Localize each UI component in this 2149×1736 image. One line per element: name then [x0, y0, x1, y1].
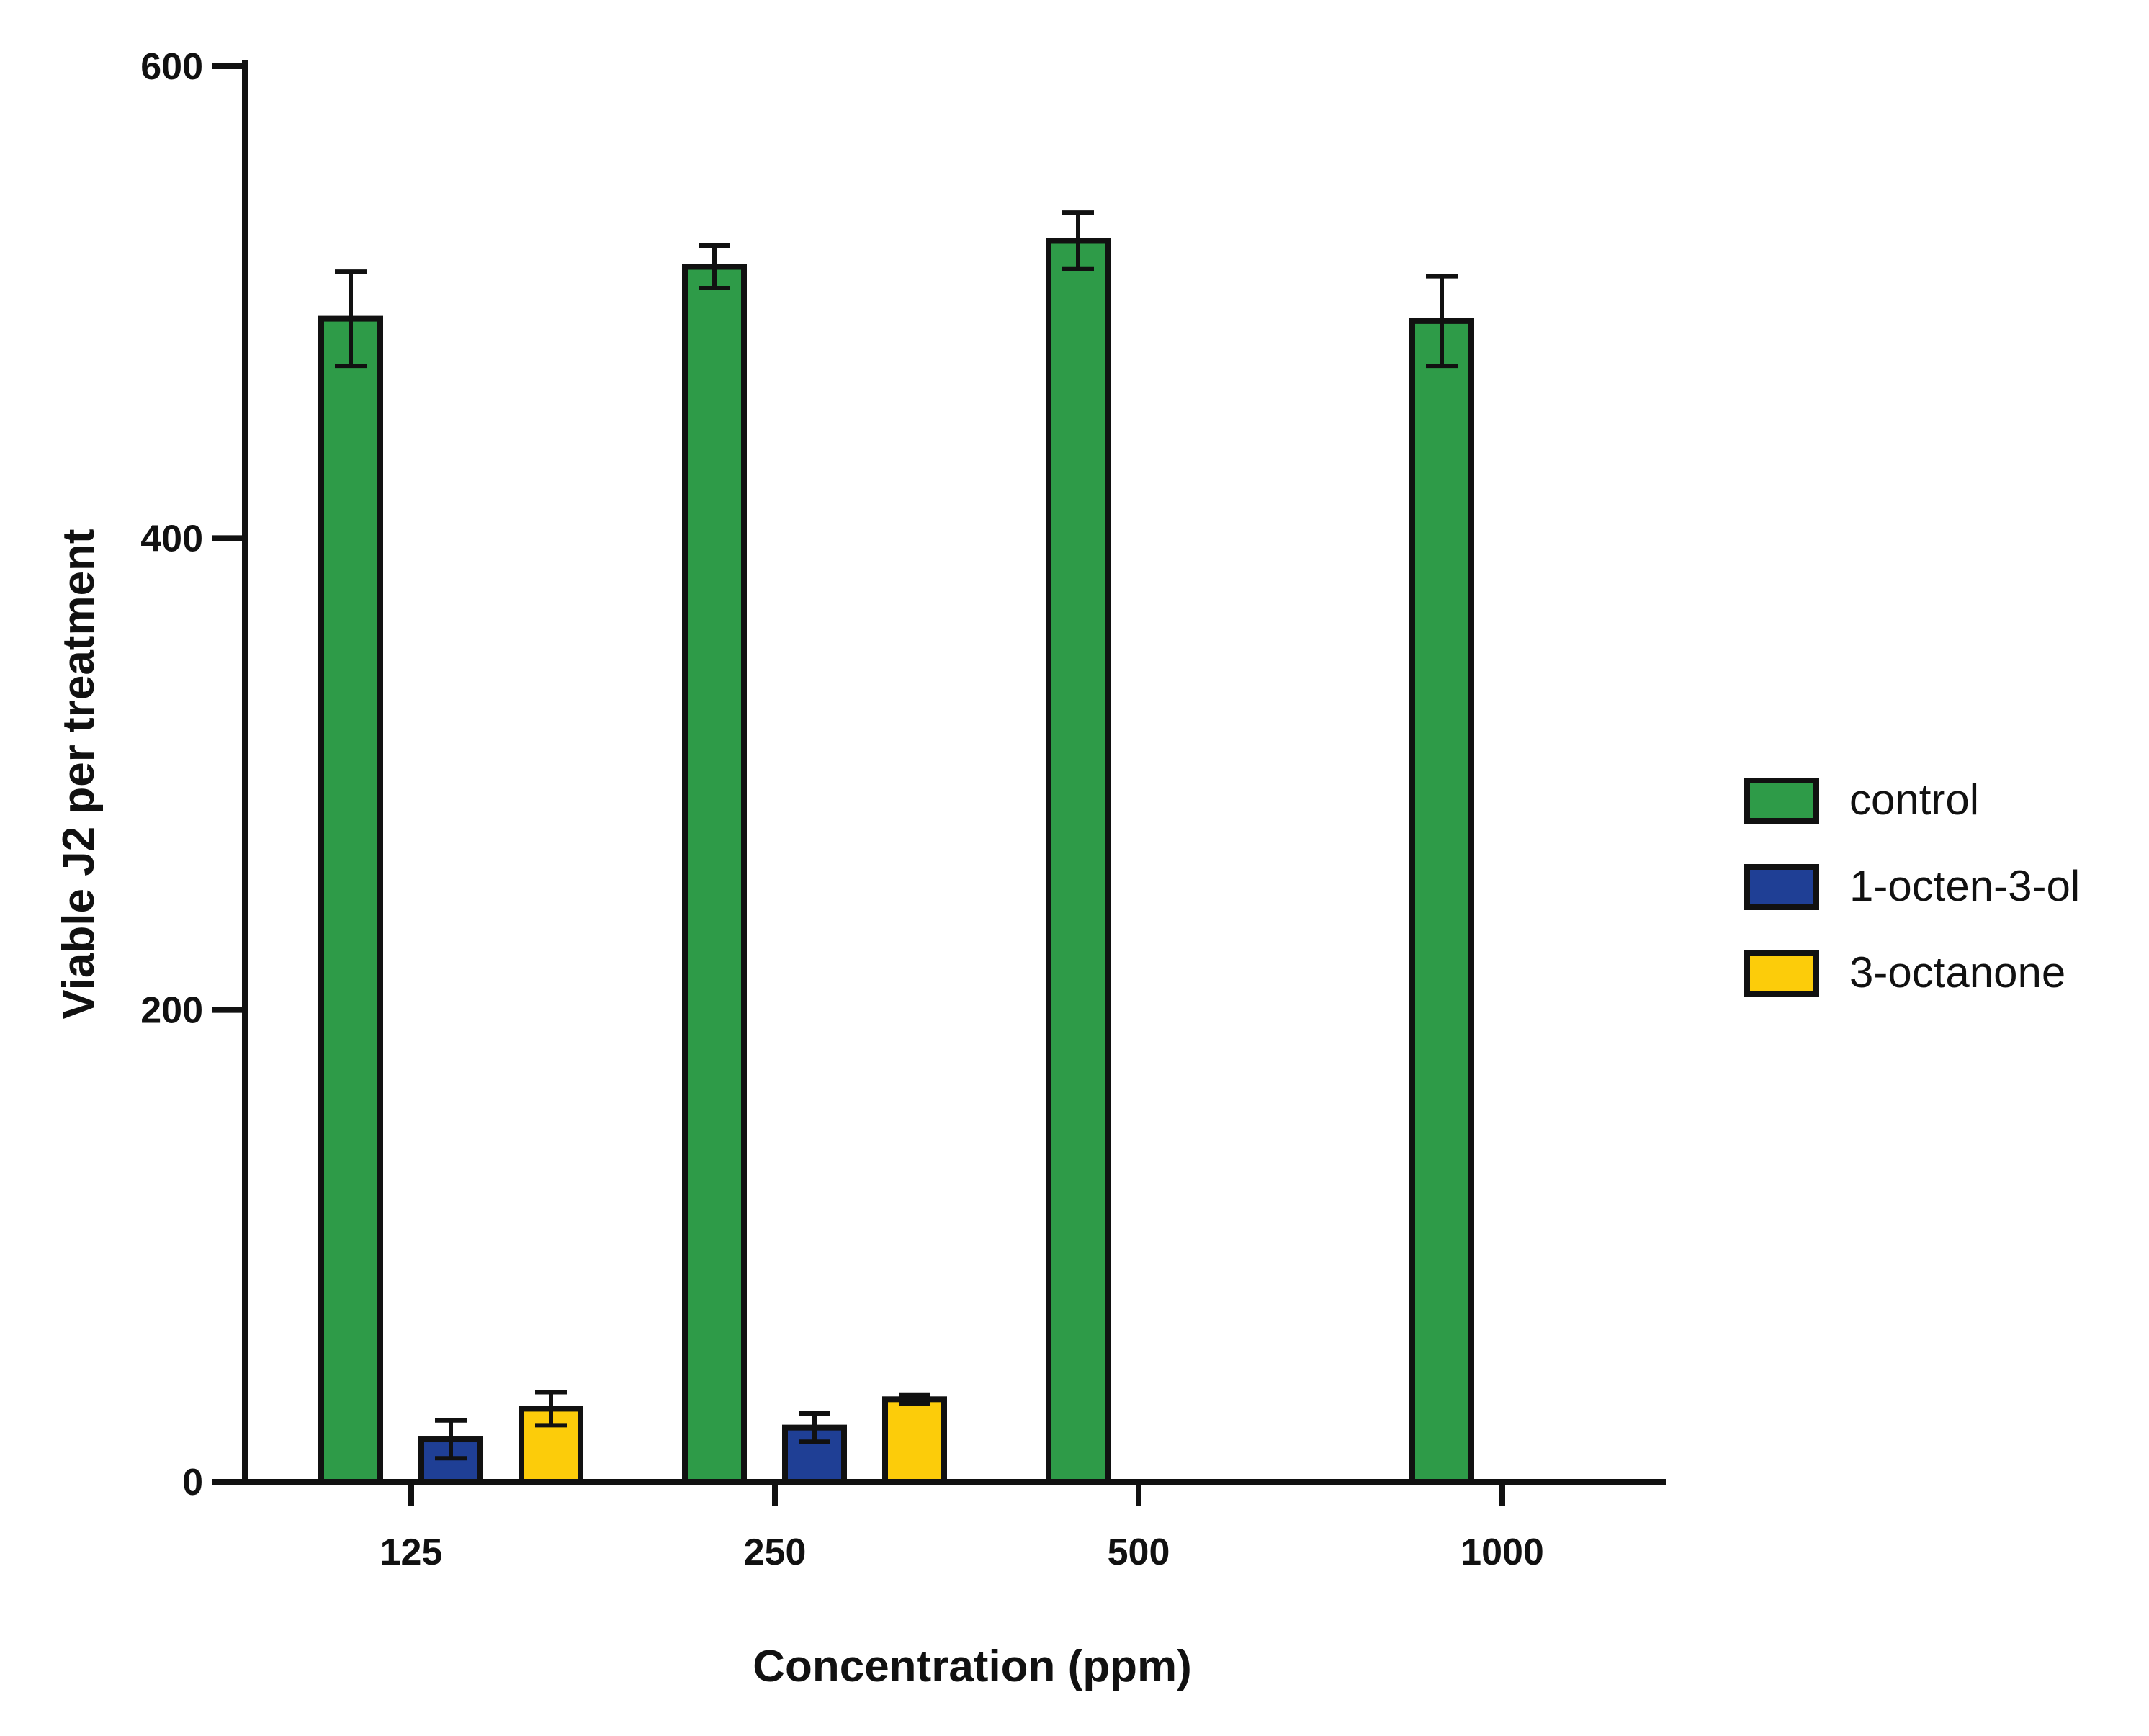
- legend-item-3-octanone: 3-octanone: [1744, 948, 2065, 997]
- bar-control-500: [1046, 238, 1111, 1485]
- legend-swatch-1-octen-3-ol: [1744, 864, 1819, 910]
- legend-swatch-3-octanone: [1744, 950, 1819, 997]
- bar-control-250: [682, 264, 747, 1485]
- legend-label-control: control: [1849, 775, 1979, 824]
- x-axis-title: Concentration (ppm): [753, 1642, 1192, 1691]
- error-bar-1-octen-3-ol-250: [799, 1411, 830, 1444]
- error-bar-3-octanone-250: [899, 1392, 930, 1406]
- y-tick-label-600: 600: [140, 46, 203, 88]
- chart-marks: [318, 210, 1474, 1485]
- error-bar-control-125: [335, 269, 367, 369]
- legend-label-1-octen-3-ol: 1-octen-3-ol: [1849, 862, 2080, 910]
- x-tick-label-125: 125: [380, 1532, 443, 1573]
- x-tick-label-1000: 1000: [1461, 1532, 1544, 1573]
- y-axis-title: Viable J2 per treatment: [54, 529, 104, 1019]
- legend: control 1-octen-3-ol 3-octanone: [1744, 775, 2080, 997]
- legend-swatch-control: [1744, 778, 1819, 824]
- chart-axes: 0 200 400 600 125 250 500 1000: [140, 46, 1666, 1573]
- bar-control-1000: [1409, 318, 1474, 1485]
- y-tick-label-200: 200: [140, 990, 203, 1032]
- legend-label-3-octanone: 3-octanone: [1849, 948, 2065, 997]
- error-bar-3-octanone-125: [535, 1390, 567, 1428]
- x-tick-label-500: 500: [1108, 1532, 1170, 1573]
- error-bar-control-500: [1062, 210, 1094, 271]
- x-tick-label-250: 250: [744, 1532, 807, 1573]
- legend-item-1-octen-3-ol: 1-octen-3-ol: [1744, 862, 2080, 910]
- error-bar-control-1000: [1426, 274, 1458, 369]
- legend-item-control: control: [1744, 775, 1979, 824]
- x-ticks: 125 250 500 1000: [380, 1482, 1544, 1573]
- error-bar-1-octen-3-ol-125: [435, 1418, 467, 1461]
- y-ticks: 0 200 400 600: [140, 46, 245, 1503]
- error-bar-control-250: [699, 243, 730, 291]
- y-tick-label-400: 400: [140, 518, 203, 559]
- bar-3-octanone-250: [882, 1396, 947, 1485]
- bar-control-125: [318, 315, 383, 1485]
- y-tick-label-0: 0: [182, 1462, 203, 1503]
